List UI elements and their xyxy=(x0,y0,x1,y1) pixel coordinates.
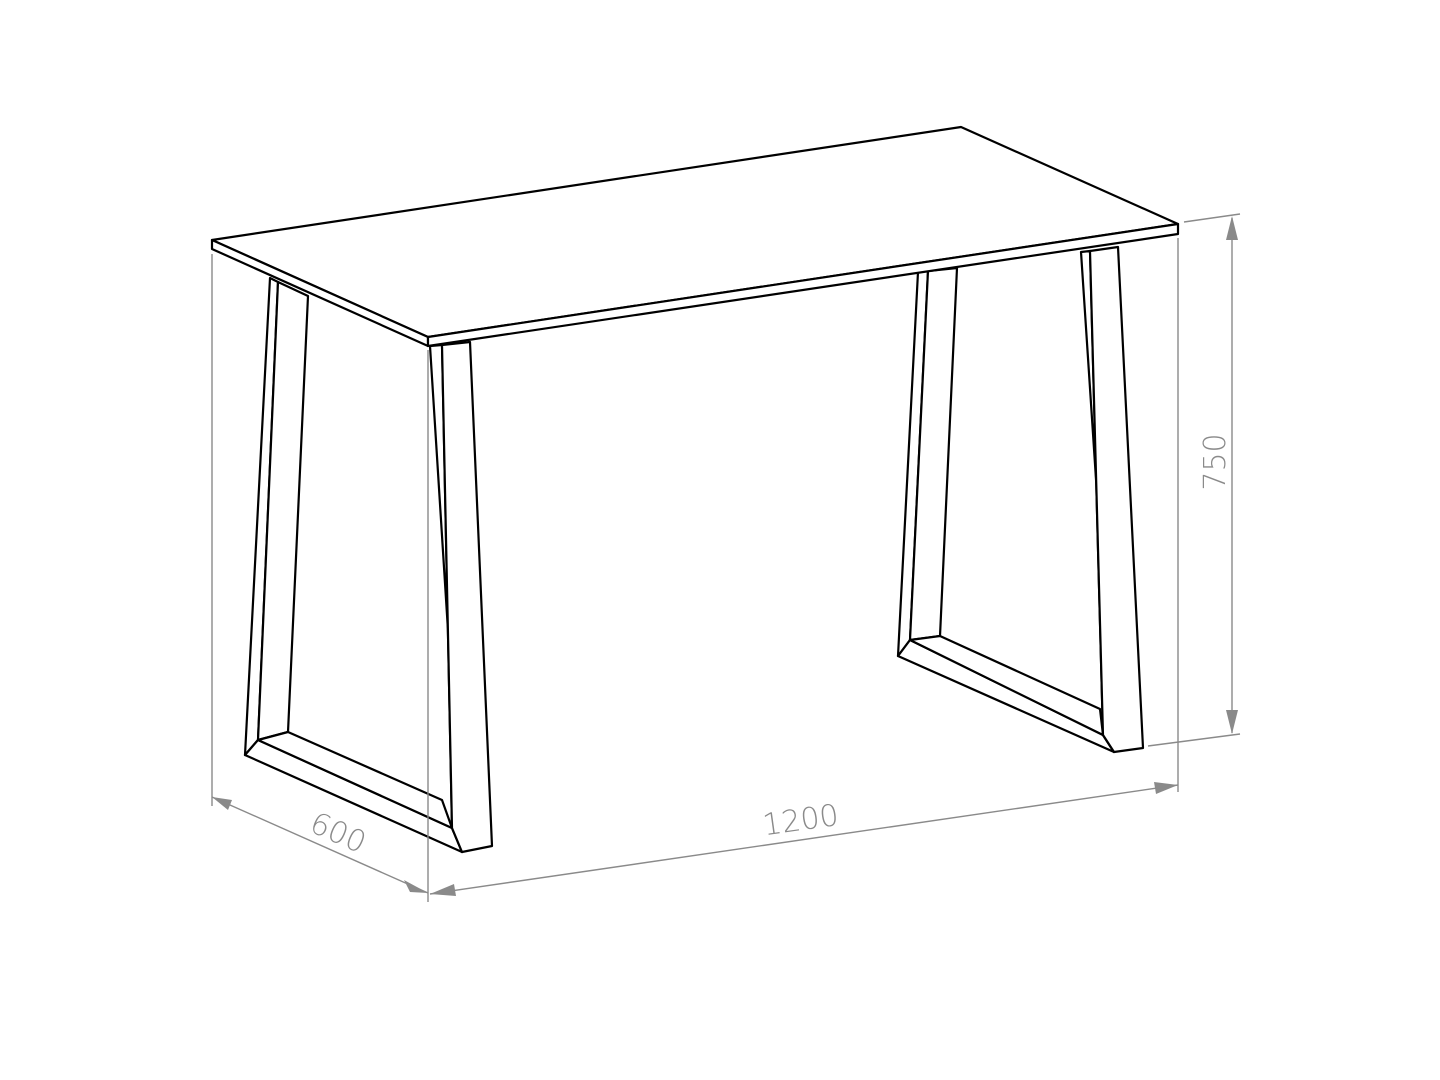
right-leg xyxy=(896,245,1145,754)
arrow-down-icon xyxy=(1226,710,1238,734)
left-leg xyxy=(243,276,494,854)
arrow-right-icon xyxy=(1154,782,1178,794)
arrow-left-icon xyxy=(212,797,232,810)
arrow-right-icon xyxy=(404,880,428,893)
arrow-up-icon xyxy=(1226,216,1238,240)
dimension-height: 750 xyxy=(1147,213,1241,747)
table-top xyxy=(210,125,1180,348)
height-label: 750 xyxy=(1198,433,1233,490)
dimension-length: 1200 xyxy=(427,238,1179,902)
arrow-left-icon xyxy=(430,884,456,896)
